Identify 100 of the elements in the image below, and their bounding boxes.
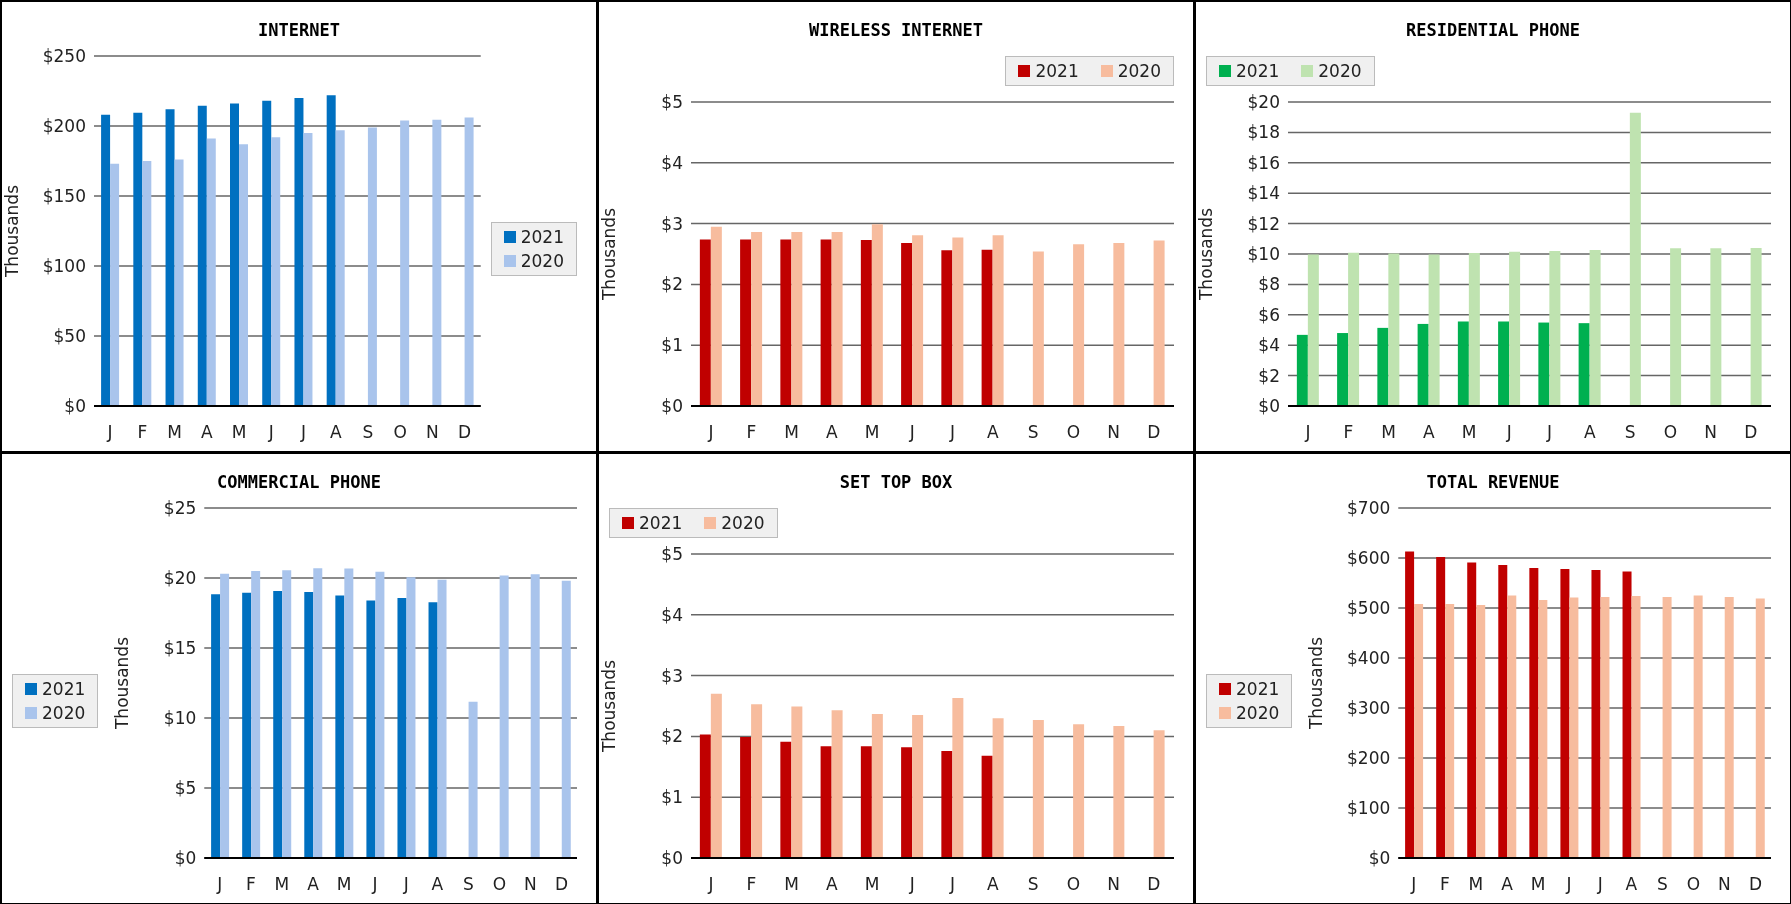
- y-tick-label: $5: [661, 544, 683, 565]
- bar: [952, 698, 964, 858]
- bar: [780, 239, 792, 406]
- bar: [1405, 551, 1415, 858]
- x-tick-label: F: [137, 422, 148, 443]
- x-tick-label: D: [458, 422, 472, 443]
- y-axis-title: Thousands: [1196, 207, 1217, 302]
- y-tick-label: $3: [661, 665, 683, 686]
- x-tick-label: J: [216, 874, 223, 895]
- x-tick-label: S: [1624, 422, 1636, 443]
- bar: [1498, 321, 1510, 406]
- bar: [710, 693, 722, 858]
- bar: [273, 591, 283, 858]
- x-tick-label: A: [329, 422, 342, 443]
- y-tick-label: $0: [1258, 396, 1280, 417]
- bar: [1622, 571, 1632, 858]
- bar: [1113, 726, 1125, 858]
- x-tick-label: N: [426, 422, 439, 443]
- bar: [1600, 597, 1610, 858]
- bar: [1428, 254, 1440, 406]
- x-tick-label: O: [1066, 874, 1081, 895]
- bar: [1348, 252, 1360, 406]
- bar: [230, 103, 239, 406]
- y-tick-label: $250: [42, 46, 86, 67]
- bar: [220, 573, 230, 858]
- x-tick-label: A: [1501, 874, 1514, 895]
- bar: [912, 715, 924, 858]
- x-tick-label: M: [167, 422, 182, 443]
- x-tick-label: A: [307, 874, 320, 895]
- x-tick-label: M: [784, 874, 799, 895]
- legend-label: 2020: [720, 513, 765, 533]
- y-tick-label: $100: [1347, 798, 1391, 819]
- x-tick-label: J: [908, 422, 915, 443]
- bar: [142, 161, 152, 406]
- y-tick-label: $2: [661, 726, 683, 747]
- x-tick-label: A: [1423, 422, 1436, 443]
- bar: [710, 226, 722, 406]
- x-tick-label: F: [746, 422, 757, 443]
- bar: [1388, 253, 1400, 406]
- bar: [1724, 597, 1734, 858]
- bar: [1693, 595, 1703, 858]
- bar: [860, 240, 872, 406]
- x-tick-label: J: [1505, 422, 1512, 443]
- bar: [303, 133, 313, 406]
- bar: [751, 704, 763, 858]
- x-tick-label: M: [1381, 422, 1396, 443]
- bar: [1032, 251, 1044, 406]
- x-tick-label: D: [1147, 422, 1161, 443]
- bar: [1457, 321, 1469, 406]
- x-tick-label: M: [231, 422, 247, 443]
- bar: [174, 159, 184, 406]
- bar: [699, 239, 711, 406]
- bar: [262, 100, 272, 406]
- bar: [1629, 112, 1641, 406]
- bar: [165, 109, 175, 406]
- chart-title: INTERNET: [257, 20, 341, 40]
- bar: [499, 575, 509, 858]
- y-axis-title: Thousands: [112, 636, 133, 731]
- x-tick-label: F: [1439, 874, 1450, 895]
- y-tick-label: $2: [1258, 365, 1280, 386]
- bar: [1549, 250, 1561, 406]
- x-tick-label: S: [1027, 422, 1039, 443]
- bar: [468, 701, 478, 858]
- y-tick-label: $150: [42, 186, 86, 207]
- x-tick-label: D: [1748, 874, 1763, 895]
- y-tick-label: $200: [42, 116, 86, 137]
- x-tick-label: O: [1066, 422, 1081, 443]
- bar: [791, 232, 803, 406]
- bar: [304, 592, 314, 858]
- bar: [981, 755, 993, 858]
- y-tick-label: $4: [1258, 335, 1280, 356]
- y-tick-label: $300: [1347, 698, 1391, 719]
- bar: [197, 105, 207, 406]
- bar: [1509, 251, 1521, 406]
- legend-label: 2021: [519, 227, 564, 247]
- x-tick-label: J: [299, 422, 306, 443]
- bar: [1755, 598, 1765, 858]
- x-tick-label: J: [1546, 422, 1553, 443]
- legend-label: 2020: [519, 251, 564, 271]
- y-tick-label: $20: [1247, 92, 1280, 113]
- bar: [1476, 605, 1486, 858]
- y-tick-label: $5: [661, 92, 683, 113]
- x-tick-label: N: [1107, 874, 1120, 895]
- x-tick-label: N: [1704, 422, 1717, 443]
- bar: [699, 734, 711, 858]
- bar: [313, 568, 323, 858]
- y-tick-label: $400: [1347, 648, 1391, 669]
- y-tick-label: $10: [1247, 244, 1280, 265]
- x-tick-label: J: [1304, 422, 1311, 443]
- y-tick-label: $200: [1347, 748, 1391, 769]
- bar: [1591, 570, 1601, 858]
- bar: [1710, 248, 1722, 406]
- x-tick-label: M: [864, 422, 880, 443]
- bar: [740, 239, 752, 406]
- chart-title: WIRELESS INTERNET: [808, 20, 984, 40]
- bar: [335, 130, 345, 406]
- x-tick-label: M: [336, 874, 352, 895]
- x-tick-label: J: [267, 422, 274, 443]
- x-tick-label: A: [1625, 874, 1638, 895]
- bar: [110, 163, 120, 406]
